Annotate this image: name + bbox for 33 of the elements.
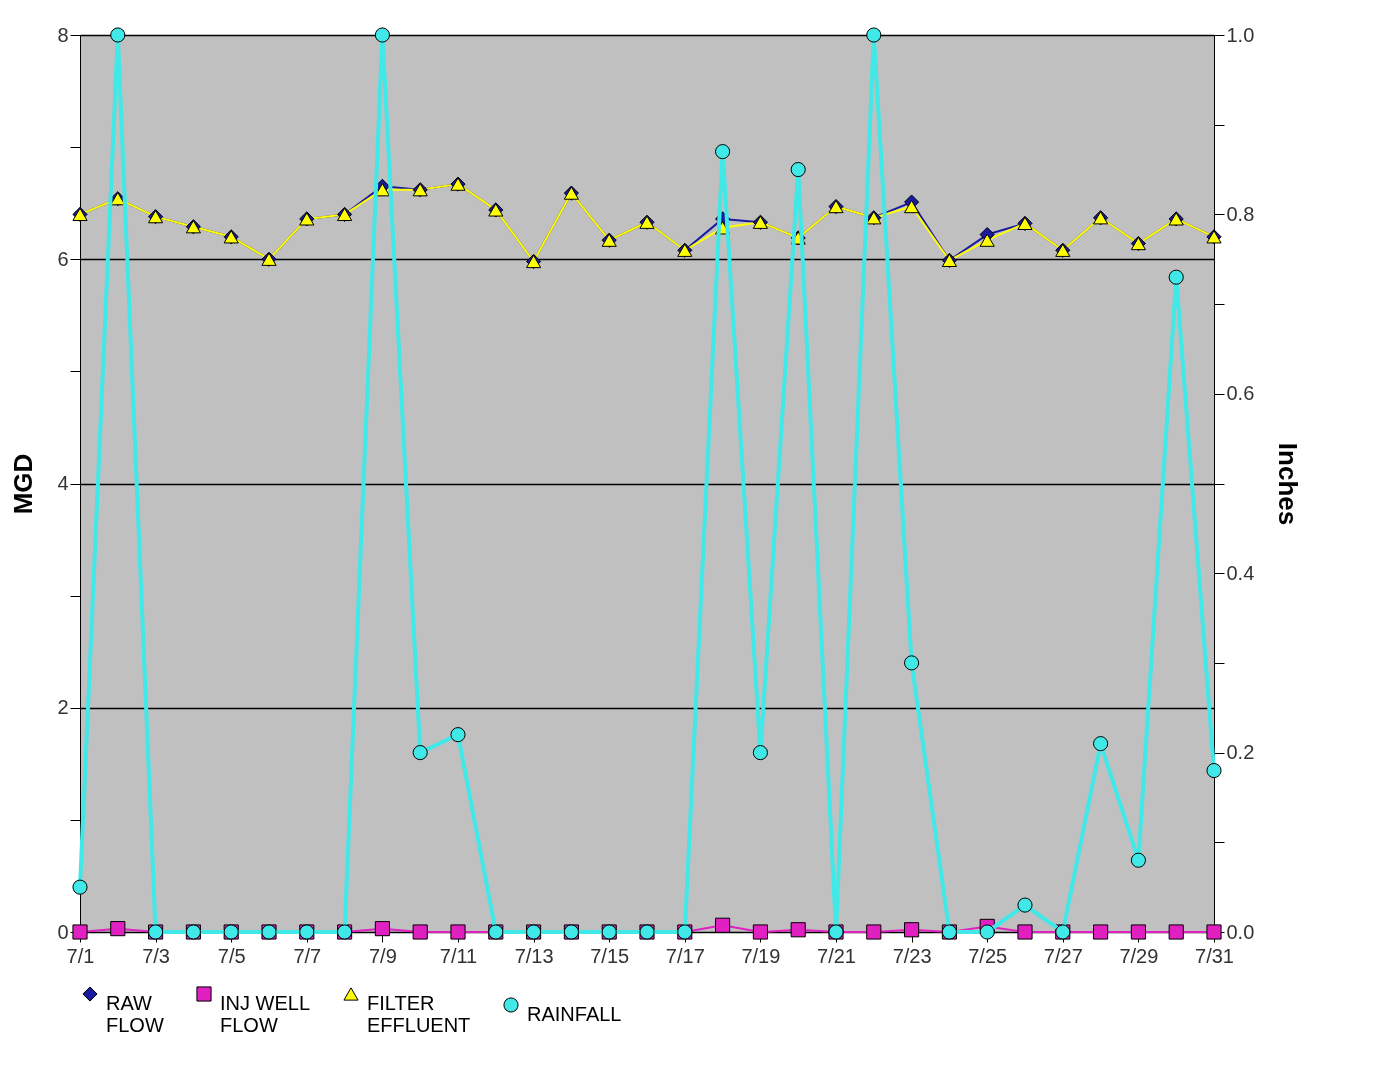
x-tick-label: 7/11 [439,944,478,967]
x-tick-label: 7/9 [368,944,397,967]
x-tick-label: 7/1 [66,944,95,967]
x-tick-label: 7/27 [1043,944,1083,967]
legend-label: INJ WELL FLOW [220,992,311,1036]
y-tick-label: 4 [57,472,69,494]
x-tick-label: 7/7 [293,944,322,967]
y2-axis-title: Inches [1273,442,1304,526]
y2-tick-label: 0.0 [1226,920,1255,943]
y2-tick-label: 0.6 [1226,382,1255,405]
x-tick-label: 7/29 [1119,944,1159,967]
legend-label: RAW FLOW [106,992,164,1036]
y-tick-label: 6 [57,247,69,270]
x-tick-label: 7/13 [514,944,554,967]
x-tick-label: 7/3 [142,944,171,967]
y2-tick-label: 0.4 [1226,561,1255,584]
legend-label: FILTER EFFLUENT [367,992,471,1036]
x-tick-label: 7/23 [892,944,932,967]
x-tick-label: 7/15 [590,944,630,967]
y2-tick-label: 1.0 [1226,23,1255,46]
x-tick-label: 7/31 [1195,944,1234,967]
x-tick-label: 7/5 [217,944,246,967]
y-tick-label: 8 [57,23,69,46]
y-tick-label: 0 [57,920,69,943]
y2-tick-label: 0.2 [1226,741,1255,764]
x-tick-label: 7/21 [817,944,856,967]
y-tick-label: 2 [57,696,69,719]
x-tick-label: 7/17 [665,944,705,967]
legend-label: RAINFALL [527,1003,622,1025]
x-tick-label: 7/25 [968,944,1008,967]
x-tick-label: 7/19 [741,944,781,967]
y-axis-title: MGD [8,453,39,515]
y2-tick-label: 0.8 [1226,202,1255,225]
